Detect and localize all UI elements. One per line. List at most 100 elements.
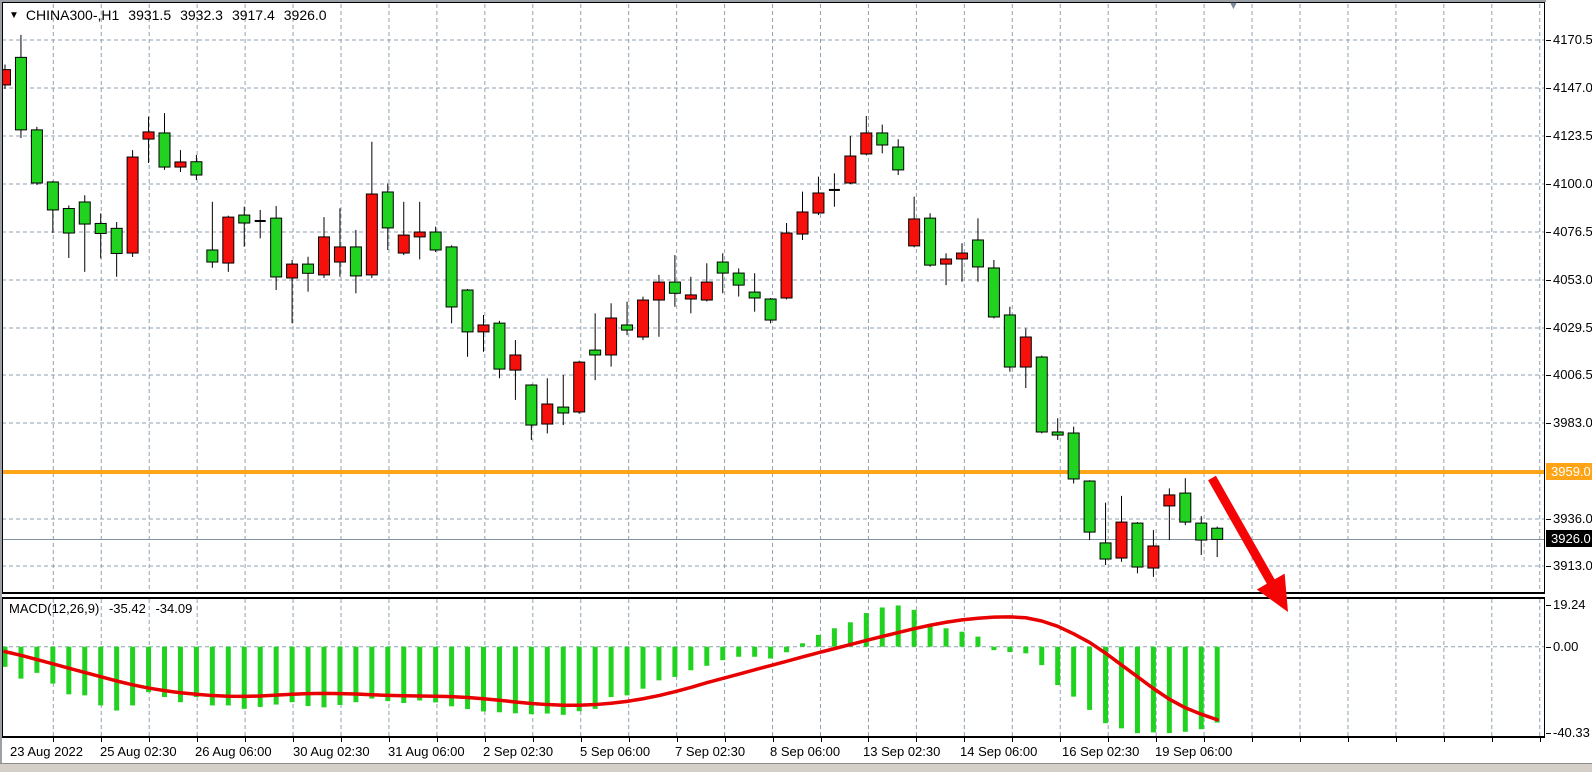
candle-body xyxy=(1131,522,1144,568)
candle-body xyxy=(1051,431,1064,436)
macd-histogram-bar xyxy=(640,646,646,689)
macd-histogram-bar xyxy=(1198,646,1204,730)
candle-body xyxy=(924,217,937,266)
time-tick xyxy=(1491,738,1493,742)
candle-body xyxy=(621,324,634,331)
open-value: 3931.5 xyxy=(128,7,172,23)
candle-body xyxy=(1195,522,1208,541)
macd-histogram-bar xyxy=(784,646,790,653)
candle-body xyxy=(908,218,921,247)
axis-tick xyxy=(1546,88,1551,89)
macd-histogram-bar xyxy=(1134,646,1140,734)
candle-body xyxy=(493,322,506,370)
macd-histogram-bar xyxy=(1055,646,1061,686)
macd-histogram-bar xyxy=(831,628,837,647)
time-tick xyxy=(1395,738,1397,742)
macd-histogram-bar xyxy=(672,646,678,677)
candle-body xyxy=(1179,492,1192,523)
candle-body xyxy=(14,56,27,131)
macd-indicator-pane[interactable]: MACD(12,26,9) -35.42 -34.09 xyxy=(2,597,1545,738)
macd-histogram-bar xyxy=(241,646,247,709)
candle-body xyxy=(110,227,123,254)
macd-header: MACD(12,26,9) -35.42 -34.09 xyxy=(9,601,198,616)
symbol-dropdown-icon[interactable]: ▼ xyxy=(9,9,19,21)
candle-body xyxy=(700,281,713,301)
time-axis-label: 26 Aug 06:00 xyxy=(195,744,272,759)
macd-histogram-bar xyxy=(1087,646,1093,710)
candle-body xyxy=(413,231,426,238)
macd-signal-line xyxy=(3,615,1219,722)
chart-shift-marker-icon[interactable]: ▼ xyxy=(1228,0,1239,12)
macd-histogram-bar xyxy=(114,646,120,711)
candle-body xyxy=(509,354,522,371)
macd-histogram-bar xyxy=(321,646,327,708)
macd-histogram-bar xyxy=(162,646,167,698)
macd-histogram-bar xyxy=(1023,646,1029,654)
candle-body xyxy=(206,249,219,263)
candle-body xyxy=(142,131,155,140)
macd-chart[interactable] xyxy=(2,597,1545,738)
candle-body xyxy=(844,155,857,184)
macd-histogram-bar xyxy=(895,605,901,647)
price-axis-label: 3936.0 xyxy=(1553,511,1592,526)
macd-axis-label: 0.00 xyxy=(1553,639,1579,654)
time-tick xyxy=(484,738,486,742)
candle-body xyxy=(238,214,251,224)
axis-tick xyxy=(1546,280,1551,281)
candle-body xyxy=(589,349,602,356)
time-tick xyxy=(101,738,103,742)
hline-price-badge: 3959.0 xyxy=(1546,463,1592,480)
candle-body xyxy=(62,208,75,234)
price-axis-label: 3983.0 xyxy=(1553,415,1592,430)
time-axis-label: 25 Aug 02:30 xyxy=(100,744,177,759)
candle-body xyxy=(1019,336,1032,368)
macd-histogram-bar xyxy=(720,646,726,661)
time-tick xyxy=(53,738,55,742)
macd-histogram-bar xyxy=(943,628,949,647)
time-tick xyxy=(1443,738,1445,742)
candle-body xyxy=(381,191,394,229)
candle-body xyxy=(78,201,91,225)
time-tick xyxy=(293,738,295,742)
macd-histogram-bar xyxy=(1007,646,1013,653)
candle-body xyxy=(477,324,490,333)
candle-body xyxy=(1035,356,1048,433)
macd-signal-value: -34.09 xyxy=(155,601,193,616)
candle-body xyxy=(764,298,777,321)
time-tick xyxy=(580,738,582,742)
macd-histogram-bar xyxy=(353,646,359,703)
window-bottom-strip xyxy=(0,763,1592,772)
candle-body xyxy=(668,281,681,294)
candlestick-chart[interactable] xyxy=(2,2,1545,594)
time-tick xyxy=(245,738,247,742)
macd-histogram-bar xyxy=(146,646,152,693)
macd-histogram-bar xyxy=(688,646,694,671)
macd-histogram-bar xyxy=(800,643,805,647)
candle-body xyxy=(302,263,315,274)
macd-histogram-bar xyxy=(66,646,72,695)
candle-body xyxy=(876,132,889,146)
time-tick xyxy=(1108,738,1110,742)
price-axis[interactable]: 4170.5 4147.0 4123.5 4100.0 4076.5 4053.0 4029… xyxy=(1546,0,1592,763)
macd-histogram-bar xyxy=(991,646,997,651)
time-axis-label: 30 Aug 02:30 xyxy=(293,744,370,759)
chart-header: ▼ CHINA300-,H1 3931.5 3932.3 3917.4 3926… xyxy=(9,7,336,23)
time-axis-label: 14 Sep 06:00 xyxy=(960,744,1038,759)
price-axis-label: 4053.0 xyxy=(1553,272,1592,287)
time-tick xyxy=(149,738,151,742)
candle-body xyxy=(1163,494,1176,507)
macd-histogram-bar xyxy=(1182,646,1188,732)
macd-histogram-bar xyxy=(417,646,423,701)
candle-body xyxy=(1099,542,1112,560)
candle-body xyxy=(605,317,618,356)
candle-body xyxy=(732,272,745,286)
price-axis-label: 4147.0 xyxy=(1553,80,1592,95)
macd-histogram-bar xyxy=(1119,646,1124,729)
price-chart-pane[interactable]: ▼ CHINA300-,H1 3931.5 3932.3 3917.4 3926… xyxy=(2,2,1545,594)
time-axis[interactable]: 23 Aug 2022 25 Aug 02:30 26 Aug 06:00 30 Au… xyxy=(2,738,1545,763)
time-axis-label: 7 Sep 02:30 xyxy=(675,744,746,759)
macd-histogram-bar xyxy=(369,646,375,699)
price-axis-label: 4170.5 xyxy=(1553,32,1592,47)
time-axis-label: 23 Aug 2022 xyxy=(10,744,84,759)
macd-histogram-bar xyxy=(624,646,630,696)
